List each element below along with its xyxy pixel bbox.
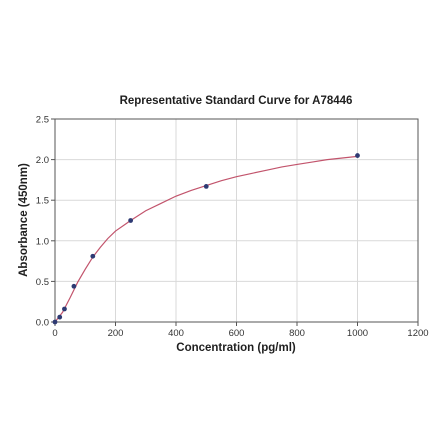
x-tick-label: 1000 — [347, 328, 368, 339]
axis-ticks: 0 200 400 600 800 1000 1200 0.0 0.5 1.0 1.5 2.0 2.5 — [36, 115, 429, 340]
chart-title: Representative Standard Curve for A78446 — [120, 95, 353, 107]
grid — [54, 118, 419, 323]
y-tick-label: 2.0 — [36, 155, 49, 166]
fit-curve — [54, 155, 358, 323]
fit-curve-layer — [54, 155, 358, 323]
data-point — [57, 314, 63, 320]
data-point — [52, 319, 58, 325]
data-point — [90, 253, 96, 259]
y-tick-label: 2.5 — [36, 115, 49, 126]
data-point — [355, 153, 360, 158]
data-point — [203, 183, 209, 189]
x-tick-label: 400 — [168, 328, 184, 339]
y-axis-label: Absorbance (450nm) — [18, 163, 30, 277]
data-point — [128, 218, 134, 223]
y-tick-label: 0.5 — [36, 277, 49, 288]
x-tick-label: 200 — [108, 328, 124, 339]
y-tick-label: 1.5 — [36, 196, 49, 207]
x-axis-label: Concentration (pg/ml) — [176, 342, 296, 354]
x-tick-label: 1200 — [407, 328, 428, 339]
x-tick-label: 800 — [289, 328, 305, 339]
y-tick-label: 1.0 — [36, 236, 49, 247]
data-point — [62, 306, 67, 312]
x-tick-label: 0 — [52, 328, 57, 339]
x-tick-label: 600 — [229, 328, 245, 339]
data-points — [52, 153, 360, 325]
y-tick-label: 0.0 — [36, 318, 49, 329]
data-point — [71, 283, 77, 289]
